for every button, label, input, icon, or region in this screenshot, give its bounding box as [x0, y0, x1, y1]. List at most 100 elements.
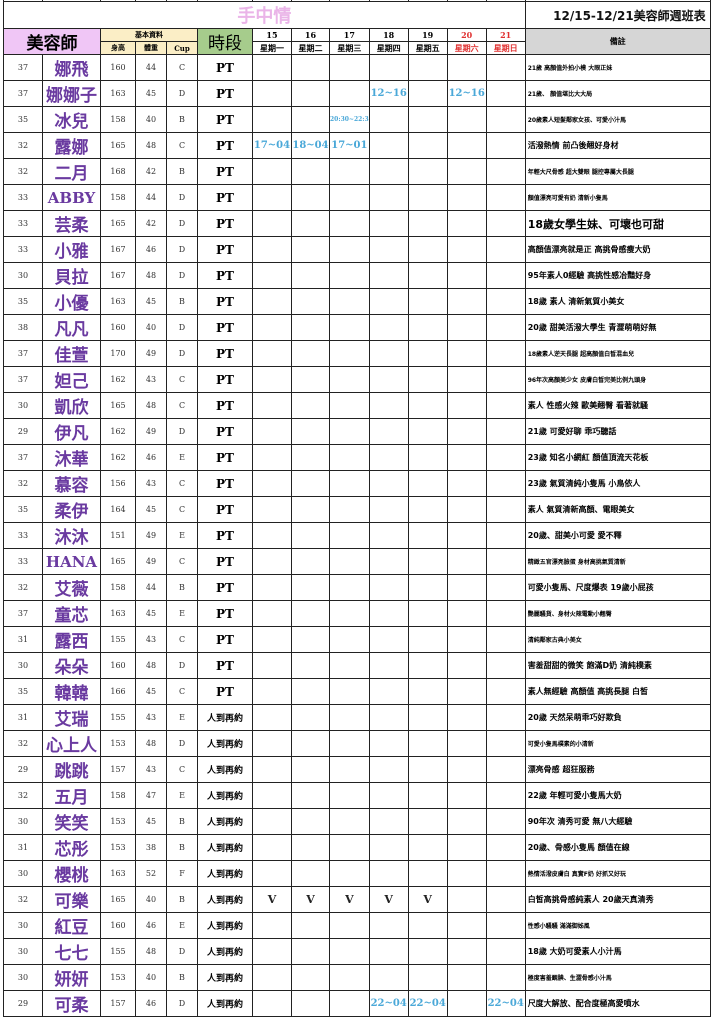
schedule-cell	[407, 678, 448, 705]
height-cell: 162	[100, 366, 136, 393]
beautician-name: HANA	[42, 548, 101, 575]
note-cell: 活潑熱情 前凸後翹好身材	[524, 132, 711, 159]
period-cell: PT	[197, 236, 253, 263]
note-cell: 21歲 可愛好聊 乖巧聽話	[524, 418, 711, 445]
schedule-cell	[368, 470, 409, 497]
schedule-cell	[407, 444, 448, 471]
table-row: 35 韓韓 166 45 C PT 素人無經驗 高顏值 高挑長腿 白皙	[3, 678, 711, 705]
table-row: 31 芯彤 153 38 B 人到再約 20歲、骨感小隻馬 顏值在線	[3, 834, 711, 861]
note-cell: 90年次 清秀可愛 無八大經驗	[524, 808, 711, 835]
schedule-cell	[291, 496, 330, 523]
schedule-cell	[485, 132, 526, 159]
schedule-cell	[291, 834, 330, 861]
schedule-cell	[291, 808, 330, 835]
schedule-cell	[252, 236, 292, 263]
weekday-label: 星期三	[329, 41, 370, 55]
table-row: 32 可樂 165 40 B 人到再約 V V V V V 白皙高挑骨感純素人 20歲天真清秀	[3, 886, 711, 913]
period-cell: PT	[197, 288, 253, 315]
height-cell: 160	[100, 912, 136, 939]
cup-cell: C	[166, 496, 198, 523]
table-row: 32 露娜 165 48 C PT 17~04 18~04 17~01 活潑熱情 前凸後翹好身材	[3, 132, 711, 159]
schedule-cell	[291, 574, 330, 601]
weight-cell: 48	[135, 652, 167, 679]
age-cell: 30	[3, 964, 43, 991]
age-cell: 29	[3, 756, 43, 783]
period-cell: 人到再約	[197, 834, 253, 861]
schedule-cell	[407, 132, 448, 159]
schedule-cell	[446, 262, 487, 289]
beautician-name: 朵朵	[42, 652, 101, 679]
schedule-cell	[329, 366, 370, 393]
schedule-cell	[446, 210, 487, 237]
schedule-cell	[407, 652, 448, 679]
schedule-cell	[446, 938, 487, 965]
cup-cell: D	[166, 80, 198, 107]
note-cell: 20歲 甜美活潑大學生 青澀萌萌好無	[524, 314, 711, 341]
period-header: 時段	[197, 28, 253, 55]
schedule-cell	[329, 496, 370, 523]
schedule-cell	[407, 548, 448, 575]
note-cell: 23歲 知名小網紅 顏值頂流天花板	[524, 444, 711, 471]
schedule-cell	[329, 210, 370, 237]
note-cell: 尺度大解放、配合度極高愛噴水	[524, 990, 711, 1017]
schedule-cell: 20:30~22:3	[329, 106, 370, 133]
schedule-cell	[291, 184, 330, 211]
period-cell: PT	[197, 340, 253, 367]
age-cell: 30	[3, 912, 43, 939]
schedule-cell	[485, 54, 526, 81]
schedule-cell	[252, 704, 292, 731]
schedule-cell	[485, 756, 526, 783]
schedule-cell: 22~04	[407, 990, 448, 1017]
weight-cell: 49	[135, 418, 167, 445]
schedule-cell	[407, 496, 448, 523]
schedule-cell	[252, 522, 292, 549]
table-row: 37 娜娜子 163 45 D PT 12~16 12~16 21歲、 顏值堪比大大局	[3, 80, 711, 107]
schedule-cell	[485, 236, 526, 263]
cup-cell: B	[166, 886, 198, 913]
schedule-cell	[446, 470, 487, 497]
schedule-cell	[329, 522, 370, 549]
cup-cell: D	[166, 314, 198, 341]
weekday-label: 星期五	[407, 41, 448, 55]
age-cell: 32	[3, 158, 43, 185]
weight-cell: 42	[135, 158, 167, 185]
period-cell: 人到再約	[197, 938, 253, 965]
schedule-cell	[368, 210, 409, 237]
weight-cell: 52	[135, 860, 167, 887]
weight-cell: 40	[135, 964, 167, 991]
height-cell: 155	[100, 626, 136, 653]
cup-cell: C	[166, 54, 198, 81]
schedule-cell	[446, 626, 487, 653]
schedule-cell	[485, 912, 526, 939]
weekday-label: 星期六	[446, 41, 487, 55]
schedule-cell	[329, 418, 370, 445]
period-cell: PT	[197, 496, 253, 523]
note-cell: 極度害羞靦腆、生澀骨感小汁馬	[524, 964, 711, 991]
age-cell: 32	[3, 132, 43, 159]
height-cell: 157	[100, 756, 136, 783]
schedule-cell	[485, 938, 526, 965]
schedule-cell	[446, 340, 487, 367]
schedule-cell	[485, 678, 526, 705]
schedule-cell: 22~04	[485, 990, 526, 1017]
schedule-cell	[407, 54, 448, 81]
schedule-cell: 22~04	[368, 990, 409, 1017]
weekday-label: 星期日	[485, 41, 526, 55]
table-row: 33 沐沐 151 49 E PT 20歲、甜美小可愛 愛不釋	[3, 522, 711, 549]
schedule-cell	[329, 392, 370, 419]
schedule-cell	[485, 626, 526, 653]
schedule-cell	[329, 548, 370, 575]
height-cell: 160	[100, 314, 136, 341]
schedule-cell	[407, 470, 448, 497]
schedule-cell	[329, 756, 370, 783]
age-cell: 37	[3, 54, 43, 81]
day-date: 21	[485, 28, 526, 42]
schedule-cell: 12~16	[368, 80, 409, 107]
beautician-name: 妲己	[42, 366, 101, 393]
schedule-cell	[368, 262, 409, 289]
schedule-cell	[329, 340, 370, 367]
note-cell: 害羞甜甜的微笑 飽滿D奶 清純樸素	[524, 652, 711, 679]
height-cell: 163	[100, 288, 136, 315]
schedule-cell	[368, 314, 409, 341]
schedule-cell	[446, 444, 487, 471]
